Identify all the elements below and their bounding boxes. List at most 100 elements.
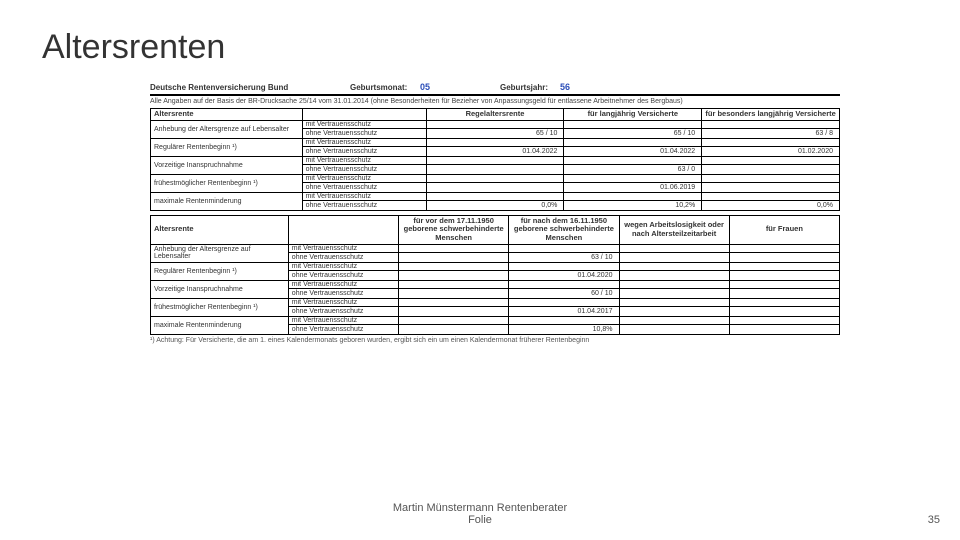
cell-value [564, 156, 702, 164]
cell-value [619, 316, 729, 324]
cell-value: 01.02.2020 [702, 146, 840, 156]
column-header: für besonders langjährig Versicherte [702, 109, 840, 121]
column-header: für Frauen [729, 215, 839, 244]
cell-value: 01.04.2020 [509, 270, 619, 280]
cell-value [702, 120, 840, 128]
cell-value [564, 138, 702, 146]
cell-value [426, 182, 564, 192]
sub-label: ohne Vertrauensschutz [288, 252, 398, 262]
sub-label: mit Vertrauensschutz [288, 280, 398, 288]
cell-value [729, 270, 839, 280]
row-label: Vorzeitige Inanspruchnahme [151, 280, 289, 298]
cell-value [399, 270, 509, 280]
row-label: maximale Rentenminderung [151, 316, 289, 334]
cell-value [426, 138, 564, 146]
cell-value [399, 298, 509, 306]
sub-label: mit Vertrauensschutz [288, 316, 398, 324]
sub-label: ohne Vertrauensschutz [288, 306, 398, 316]
cell-value [619, 252, 729, 262]
cell-value [619, 270, 729, 280]
pension-table-1: Altersrente Regelaltersrentefür langjähri… [150, 108, 840, 211]
cell-value: 0,0% [702, 200, 840, 210]
cell-value [619, 280, 729, 288]
birth-month-value: 05 [420, 82, 500, 92]
sub-label: mit Vertrauensschutz [302, 156, 426, 164]
cell-value [399, 280, 509, 288]
cell-value [702, 174, 840, 182]
cell-value [619, 298, 729, 306]
row-label: frühestmöglicher Rentenbeginn ¹) [151, 174, 303, 192]
column-header: wegen Arbeitslosigkeit oder nach Alterst… [619, 215, 729, 244]
column-header: für vor dem 17.11.1950 geborene schwerbe… [399, 215, 509, 244]
sub-label: mit Vertrauensschutz [302, 174, 426, 182]
cell-value [619, 288, 729, 298]
org-name: Deutsche Rentenversicherung Bund [150, 83, 350, 92]
cell-value: 65 / 10 [426, 128, 564, 138]
cell-value [564, 120, 702, 128]
cell-value [619, 306, 729, 316]
cell-value [426, 174, 564, 182]
row-label: Vorzeitige Inanspruchnahme [151, 156, 303, 174]
page-title: Altersrenten [42, 28, 225, 67]
page-number: 35 [928, 514, 940, 526]
cell-value [399, 252, 509, 262]
cell-value [399, 244, 509, 252]
row-label: Regulärer Rentenbeginn ¹) [151, 262, 289, 280]
cell-value: 0,0% [426, 200, 564, 210]
sub-label: mit Vertrauensschutz [302, 138, 426, 146]
cell-value [702, 192, 840, 200]
sub-label: mit Vertrauensschutz [288, 262, 398, 270]
sub-label: ohne Vertrauensschutz [302, 146, 426, 156]
cell-value [729, 280, 839, 288]
cell-value: 01.04.2017 [509, 306, 619, 316]
cell-value: 01.04.2022 [564, 146, 702, 156]
row-label: Anhebung der Altersgrenze auf Lebensalte… [151, 120, 303, 138]
sub-label: ohne Vertrauensschutz [302, 182, 426, 192]
sub-label: mit Vertrauensschutz [302, 120, 426, 128]
cell-value [729, 306, 839, 316]
sub-label: mit Vertrauensschutz [302, 192, 426, 200]
sub-label: ohne Vertrauensschutz [302, 128, 426, 138]
cell-value [399, 262, 509, 270]
cell-value [729, 262, 839, 270]
cell-value [426, 156, 564, 164]
footnote: ¹) Achtung: Für Versicherte, die am 1. e… [150, 335, 840, 344]
cell-value [702, 138, 840, 146]
sub-label: ohne Vertrauensschutz [288, 324, 398, 334]
cell-value: 63 / 10 [509, 252, 619, 262]
cell-value: 10,2% [564, 200, 702, 210]
cell-value [729, 324, 839, 334]
cell-value [426, 164, 564, 174]
cell-value: 65 / 10 [564, 128, 702, 138]
cell-value [399, 288, 509, 298]
disclaimer-note: Alle Angaben auf der Basis der BR-Drucks… [150, 96, 840, 108]
column-header: für langjährig Versicherte [564, 109, 702, 121]
cell-value: 01.06.2019 [564, 182, 702, 192]
cell-value [509, 298, 619, 306]
cell-value [729, 298, 839, 306]
cell-value [729, 244, 839, 252]
header-row: Deutsche Rentenversicherung Bund Geburts… [150, 82, 840, 96]
column-header: Altersrente [151, 109, 303, 121]
cell-value [729, 252, 839, 262]
column-header: Regelaltersrente [426, 109, 564, 121]
cell-value [426, 192, 564, 200]
cell-value [509, 280, 619, 288]
birth-year-label: Geburtsjahr: [500, 83, 560, 92]
cell-value [619, 262, 729, 270]
column-header: für nach dem 16.11.1950 geborene schwerb… [509, 215, 619, 244]
pension-table-container: Deutsche Rentenversicherung Bund Geburts… [150, 82, 840, 344]
row-label: Anhebung der Altersgrenze auf Lebensalte… [151, 244, 289, 262]
cell-value: 01.04.2022 [426, 146, 564, 156]
sub-label: ohne Vertrauensschutz [302, 200, 426, 210]
cell-value: 63 / 8 [702, 128, 840, 138]
birth-year-value: 56 [560, 82, 620, 92]
cell-value [509, 316, 619, 324]
cell-value: 10,8% [509, 324, 619, 334]
cell-value [399, 316, 509, 324]
cell-value [729, 316, 839, 324]
row-label: Regulärer Rentenbeginn ¹) [151, 138, 303, 156]
birth-month-label: Geburtsmonat: [350, 83, 420, 92]
cell-value [702, 182, 840, 192]
column-header: Altersrente [151, 215, 289, 244]
